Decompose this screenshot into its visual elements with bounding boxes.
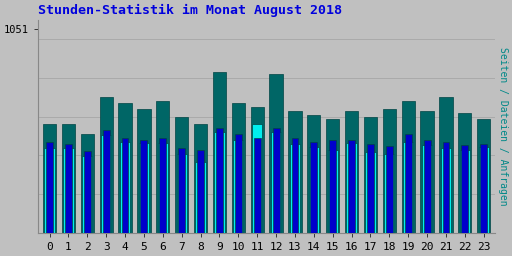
Bar bbox=[364, 117, 377, 233]
Bar bbox=[158, 143, 168, 233]
Bar bbox=[120, 142, 130, 233]
Bar bbox=[63, 148, 74, 233]
Bar bbox=[235, 134, 242, 233]
Y-axis label: Seiten / Dateien / Anfragen: Seiten / Dateien / Anfragen bbox=[498, 47, 508, 206]
Bar bbox=[194, 124, 207, 233]
Bar bbox=[43, 124, 56, 233]
Bar bbox=[439, 97, 453, 233]
Bar bbox=[271, 132, 281, 233]
Bar bbox=[458, 113, 472, 233]
Bar bbox=[233, 140, 244, 233]
Text: Stunden-Statistik im Monat August 2018: Stunden-Statistik im Monat August 2018 bbox=[38, 4, 342, 17]
Bar bbox=[140, 140, 147, 233]
Bar bbox=[45, 148, 55, 233]
Bar bbox=[291, 138, 298, 233]
Bar bbox=[401, 101, 415, 233]
Bar bbox=[307, 115, 321, 233]
Bar bbox=[121, 138, 129, 233]
Bar bbox=[252, 124, 262, 233]
Bar bbox=[250, 107, 264, 233]
Bar bbox=[309, 147, 319, 233]
Bar bbox=[178, 148, 185, 233]
Bar bbox=[216, 128, 223, 233]
Bar bbox=[477, 119, 490, 233]
Bar bbox=[326, 119, 339, 233]
Bar bbox=[82, 156, 93, 233]
Bar bbox=[84, 152, 91, 233]
Bar bbox=[442, 142, 450, 233]
Bar bbox=[480, 144, 487, 233]
Bar bbox=[441, 148, 451, 233]
Bar bbox=[310, 142, 317, 233]
Bar bbox=[197, 150, 204, 233]
Bar bbox=[365, 152, 376, 233]
Bar bbox=[232, 103, 245, 233]
Bar bbox=[461, 145, 468, 233]
Bar bbox=[175, 117, 188, 233]
Bar bbox=[383, 109, 396, 233]
Bar bbox=[101, 135, 111, 233]
Bar bbox=[328, 150, 338, 233]
Bar bbox=[118, 103, 132, 233]
Bar bbox=[345, 111, 358, 233]
Bar bbox=[367, 144, 374, 233]
Bar bbox=[65, 144, 72, 233]
Bar bbox=[329, 140, 336, 233]
Bar bbox=[103, 130, 110, 233]
Bar bbox=[422, 145, 432, 233]
Bar bbox=[196, 162, 206, 233]
Bar bbox=[290, 144, 300, 233]
Bar bbox=[386, 146, 393, 233]
Bar bbox=[423, 140, 431, 233]
Bar bbox=[139, 143, 149, 233]
Bar bbox=[46, 142, 53, 233]
Bar bbox=[99, 97, 113, 233]
Bar bbox=[177, 154, 187, 233]
Bar bbox=[460, 150, 470, 233]
Bar bbox=[403, 142, 413, 233]
Bar bbox=[81, 134, 94, 233]
Bar bbox=[269, 74, 283, 233]
Bar bbox=[62, 124, 75, 233]
Bar bbox=[156, 101, 169, 233]
Bar bbox=[272, 128, 280, 233]
Bar bbox=[288, 111, 302, 233]
Bar bbox=[347, 143, 357, 233]
Bar bbox=[137, 109, 151, 233]
Bar bbox=[213, 72, 226, 233]
Bar bbox=[405, 134, 412, 233]
Bar bbox=[348, 140, 355, 233]
Bar bbox=[159, 138, 166, 233]
Bar bbox=[384, 154, 394, 233]
Bar bbox=[215, 132, 225, 233]
Bar bbox=[254, 138, 261, 233]
Bar bbox=[479, 147, 489, 233]
Bar bbox=[420, 111, 434, 233]
